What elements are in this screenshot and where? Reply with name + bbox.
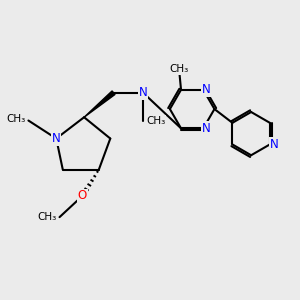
- Text: N: N: [52, 132, 61, 145]
- Text: CH₃: CH₃: [170, 64, 189, 74]
- Text: N: N: [202, 122, 210, 135]
- Text: N: N: [139, 86, 147, 99]
- Text: O: O: [78, 189, 87, 203]
- Text: N: N: [202, 83, 210, 96]
- Polygon shape: [84, 91, 115, 117]
- Text: N: N: [269, 138, 278, 151]
- Text: CH₃: CH₃: [37, 212, 56, 222]
- Text: CH₃: CH₃: [6, 114, 25, 124]
- Text: CH₃: CH₃: [146, 116, 166, 125]
